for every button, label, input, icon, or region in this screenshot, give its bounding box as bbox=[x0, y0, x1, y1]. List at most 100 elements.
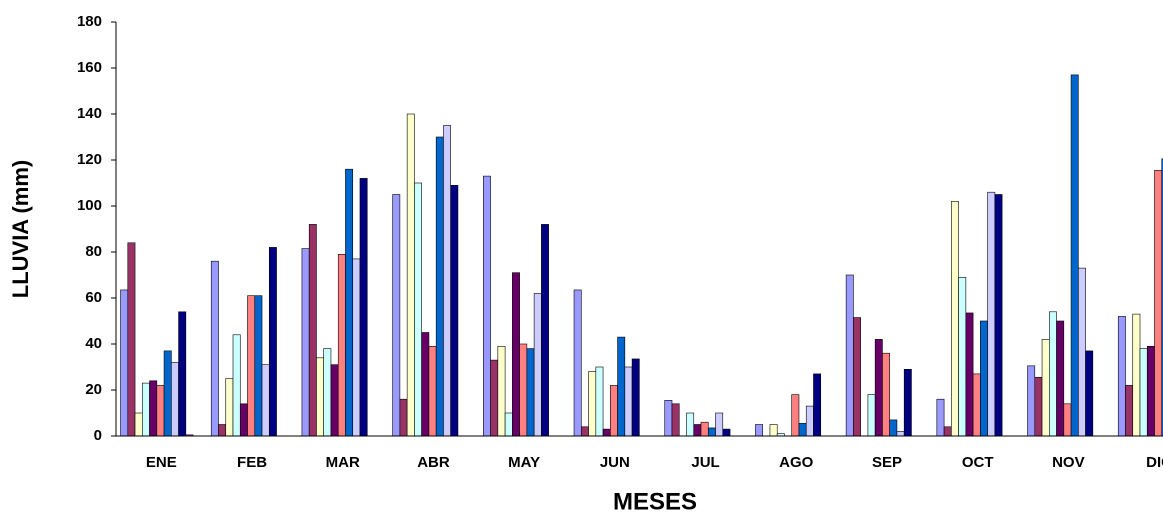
bar bbox=[686, 412, 695, 437]
bar bbox=[965, 312, 974, 437]
bar bbox=[617, 336, 626, 437]
x-tick-label: MAY bbox=[508, 454, 540, 471]
bar bbox=[693, 424, 702, 437]
bar bbox=[1139, 348, 1148, 437]
bar bbox=[171, 362, 179, 437]
bar bbox=[1070, 74, 1079, 437]
bar bbox=[316, 357, 325, 437]
bar bbox=[755, 424, 763, 437]
bar bbox=[707, 427, 716, 437]
y-tick-label: 80 bbox=[85, 243, 102, 260]
bar bbox=[178, 311, 187, 437]
bar bbox=[664, 400, 673, 437]
y-axis-title: LLUVIA (mm) bbox=[8, 160, 33, 299]
bar bbox=[435, 136, 444, 437]
bar bbox=[210, 260, 219, 437]
bar bbox=[987, 191, 996, 437]
y-tick-label: 40 bbox=[85, 335, 102, 352]
x-tick-label: MAR bbox=[326, 454, 360, 471]
y-tick-label: 0 bbox=[94, 427, 102, 444]
bar bbox=[573, 289, 582, 437]
bar bbox=[392, 194, 401, 437]
bar bbox=[450, 185, 459, 437]
bar bbox=[882, 352, 890, 437]
x-tick-label: AGO bbox=[779, 454, 814, 471]
bar bbox=[414, 182, 422, 437]
bar bbox=[497, 345, 506, 437]
bar bbox=[1132, 313, 1141, 437]
y-tick-label: 60 bbox=[85, 289, 102, 306]
bar bbox=[247, 295, 256, 437]
bar bbox=[308, 224, 317, 437]
bar bbox=[715, 412, 724, 437]
bar bbox=[867, 394, 876, 437]
bar bbox=[323, 348, 332, 437]
bar bbox=[1049, 311, 1057, 437]
bar bbox=[1146, 345, 1155, 437]
y-tick-label: 100 bbox=[77, 197, 102, 214]
bar bbox=[624, 366, 633, 437]
bar bbox=[1117, 316, 1126, 437]
bar bbox=[120, 289, 129, 437]
x-tick-label: FEB bbox=[237, 454, 267, 471]
bar bbox=[805, 405, 814, 437]
bar bbox=[519, 343, 528, 437]
x-tick-label: DIC bbox=[1146, 454, 1163, 471]
bar bbox=[1078, 267, 1086, 437]
bar bbox=[1161, 158, 1163, 437]
bar bbox=[421, 332, 430, 437]
bar bbox=[218, 424, 227, 437]
x-tick-label: SEP bbox=[872, 454, 902, 471]
y-tick-label: 140 bbox=[77, 105, 102, 122]
bar bbox=[134, 412, 143, 437]
bar bbox=[352, 258, 361, 437]
x-tick-label: JUN bbox=[600, 454, 630, 471]
bar bbox=[958, 276, 967, 437]
bar bbox=[142, 382, 150, 437]
bar bbox=[149, 380, 158, 437]
bar bbox=[261, 364, 270, 437]
bar bbox=[127, 242, 136, 437]
bar bbox=[798, 423, 807, 437]
bar bbox=[1027, 365, 1036, 437]
bar bbox=[156, 385, 165, 437]
bar bbox=[1125, 385, 1134, 437]
x-tick-label: NOV bbox=[1052, 454, 1085, 471]
bar bbox=[483, 175, 491, 437]
bar bbox=[225, 378, 234, 437]
bar bbox=[526, 348, 535, 437]
bar bbox=[490, 359, 499, 437]
bar bbox=[541, 224, 549, 437]
bar bbox=[980, 320, 988, 437]
bar bbox=[580, 426, 589, 437]
bar bbox=[1154, 170, 1163, 437]
bar bbox=[994, 194, 1003, 437]
bar bbox=[359, 178, 368, 437]
bar bbox=[813, 373, 822, 437]
bar bbox=[588, 371, 597, 437]
bar bbox=[943, 426, 952, 437]
bar bbox=[428, 345, 437, 437]
bar bbox=[769, 424, 778, 437]
bar bbox=[722, 428, 731, 437]
bar bbox=[301, 248, 310, 437]
y-tick-label: 120 bbox=[77, 151, 102, 168]
bar bbox=[232, 334, 241, 437]
bar bbox=[903, 368, 912, 437]
x-tick-label: ABR bbox=[417, 454, 450, 471]
bar bbox=[874, 339, 883, 437]
bar bbox=[337, 254, 346, 437]
bar bbox=[700, 421, 709, 437]
x-tick-label: JUL bbox=[691, 454, 719, 471]
bar bbox=[443, 125, 451, 437]
bar bbox=[1034, 377, 1043, 437]
bar bbox=[330, 364, 339, 437]
bar bbox=[610, 385, 618, 437]
bar bbox=[631, 358, 640, 437]
bar bbox=[889, 419, 898, 437]
x-tick-label: ENE bbox=[146, 454, 177, 471]
bar bbox=[602, 428, 611, 437]
y-tick-label: 180 bbox=[77, 13, 102, 30]
bar bbox=[1063, 403, 1072, 437]
